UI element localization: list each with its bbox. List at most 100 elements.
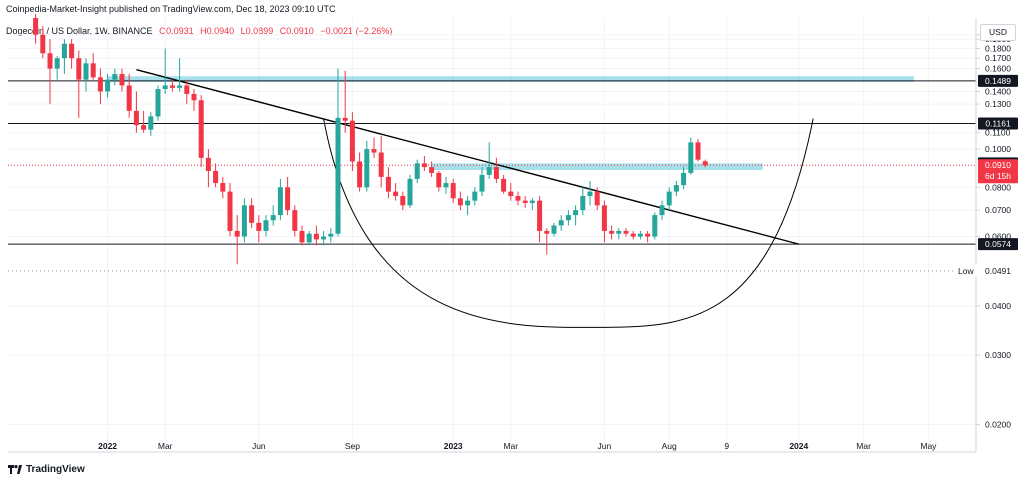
candle-down bbox=[522, 196, 528, 208]
candle-body bbox=[493, 167, 499, 179]
candle-body bbox=[702, 161, 708, 166]
candle-down bbox=[429, 161, 435, 177]
x-tick-label: Sep bbox=[345, 441, 360, 451]
candle-down bbox=[227, 183, 233, 237]
candle-body bbox=[479, 174, 485, 192]
candle-down bbox=[385, 167, 391, 199]
candle-down bbox=[33, 14, 39, 44]
candle-down bbox=[220, 176, 226, 199]
candle-body bbox=[472, 191, 478, 201]
candle-body bbox=[263, 220, 269, 231]
candle-down bbox=[436, 170, 442, 192]
price-label-bg bbox=[978, 238, 1018, 251]
candle-body bbox=[105, 79, 111, 92]
candle-down bbox=[76, 50, 82, 118]
x-tick-label: Jun bbox=[598, 441, 612, 451]
candle-down bbox=[299, 225, 305, 246]
candle-body bbox=[537, 200, 543, 231]
candle-body bbox=[573, 210, 579, 216]
ohlc-open: O0.0931 bbox=[159, 26, 194, 36]
candle-down bbox=[292, 205, 298, 237]
candle-body bbox=[205, 157, 211, 171]
descending-trendline bbox=[136, 68, 799, 245]
candle-body bbox=[601, 205, 607, 231]
candle-down bbox=[508, 183, 514, 201]
candle-up bbox=[486, 142, 492, 179]
candle-body bbox=[349, 120, 355, 162]
candle-up bbox=[335, 68, 341, 237]
candle-up bbox=[177, 58, 183, 92]
candle-body bbox=[544, 230, 550, 234]
candle-up bbox=[54, 56, 60, 80]
candle-body bbox=[652, 215, 658, 237]
candle-down bbox=[119, 68, 125, 92]
candle-down bbox=[357, 152, 363, 192]
candle-body bbox=[148, 116, 154, 130]
x-tick-label: 2024 bbox=[789, 441, 808, 451]
x-tick-label: May bbox=[920, 441, 937, 451]
candle-up bbox=[263, 215, 269, 237]
candle-body bbox=[515, 196, 521, 201]
candle-down bbox=[47, 39, 53, 105]
candle-up bbox=[105, 74, 111, 98]
candle-up bbox=[479, 167, 485, 197]
x-tick-label: Mar bbox=[158, 441, 173, 451]
symbol-name[interactable]: Dogecoin / US Dollar, 1W, BINANCE bbox=[6, 26, 153, 36]
candle-body bbox=[33, 18, 39, 35]
candle-down bbox=[256, 215, 262, 243]
candle-body bbox=[357, 161, 363, 188]
candle-body bbox=[61, 43, 67, 59]
countdown-label: 6d 15h bbox=[985, 171, 1011, 181]
candle-body bbox=[321, 236, 327, 240]
candle-body bbox=[119, 74, 125, 86]
candle-up bbox=[407, 174, 413, 208]
candle-body bbox=[292, 210, 298, 231]
time-axis: 2022 Mar Jun Sep 2023 Mar Jun Aug 9 2024 Mar May bbox=[8, 441, 976, 453]
x-tick-label: Mar bbox=[856, 441, 871, 451]
candle-body bbox=[393, 191, 399, 197]
candle-body bbox=[385, 176, 391, 192]
candle-body bbox=[126, 85, 132, 111]
candle-body bbox=[69, 43, 75, 59]
price-label: 0.0574 bbox=[985, 239, 1011, 249]
candle-down bbox=[450, 178, 456, 203]
candle-body bbox=[40, 34, 46, 54]
tradingview-icon bbox=[8, 465, 22, 474]
tradingview-brand: TradingView bbox=[26, 464, 85, 475]
candle-up bbox=[565, 210, 571, 226]
upper-supply-zone bbox=[107, 76, 915, 82]
x-tick-label: Jun bbox=[252, 441, 266, 451]
candle-up bbox=[551, 222, 557, 237]
candle-body bbox=[249, 205, 255, 223]
candle-body bbox=[695, 142, 701, 160]
candle-body bbox=[407, 178, 413, 206]
candle-down bbox=[205, 149, 211, 188]
candle-body bbox=[580, 196, 586, 211]
candle-up bbox=[580, 187, 586, 216]
y-tick-label: 0.0800 bbox=[985, 182, 1011, 192]
zones-layer bbox=[107, 76, 915, 170]
candle-body bbox=[501, 178, 507, 192]
candle-up bbox=[364, 140, 370, 192]
candle-body bbox=[191, 93, 197, 101]
candle-body bbox=[486, 167, 492, 175]
drawings-layer bbox=[136, 68, 814, 328]
low-tag-text: Low bbox=[958, 266, 974, 276]
candle-down bbox=[90, 53, 96, 80]
price-label: 0.1161 bbox=[985, 119, 1011, 129]
y-tick-label: 0.0200 bbox=[985, 420, 1011, 430]
candle-body bbox=[630, 233, 636, 237]
candle-down bbox=[213, 163, 219, 188]
candle-up bbox=[270, 205, 276, 226]
tradingview-logo[interactable]: TradingView bbox=[8, 464, 85, 475]
x-tick-label: 9 bbox=[724, 441, 729, 451]
price-label-bg bbox=[978, 159, 1018, 184]
currency-button[interactable]: USD bbox=[980, 24, 1016, 41]
y-tick-label: 0.1100 bbox=[985, 128, 1011, 138]
x-tick-label: 2023 bbox=[444, 441, 463, 451]
candle-up bbox=[573, 205, 579, 226]
candle-up bbox=[112, 68, 118, 86]
candle-body bbox=[177, 85, 183, 88]
grid-layer bbox=[8, 18, 976, 452]
